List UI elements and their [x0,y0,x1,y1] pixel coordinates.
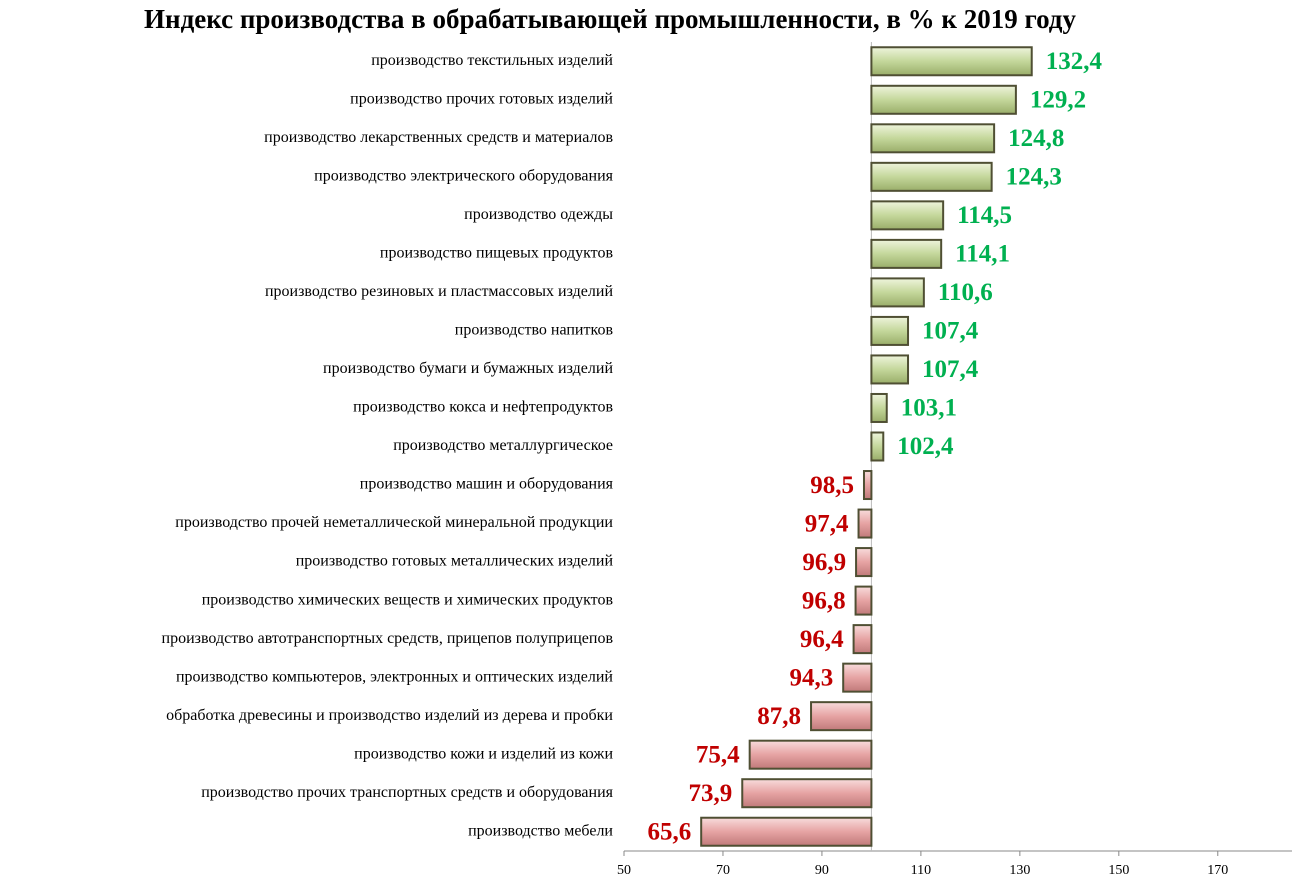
value-label: 124,8 [1008,125,1064,152]
bar [852,624,873,655]
bar [862,470,873,501]
bar [810,701,873,732]
category-label: производство текстильных изделий [371,52,613,69]
value-label: 96,9 [802,549,846,576]
category-label: производство пищевых продуктов [380,245,614,262]
value-label: 96,8 [802,587,846,614]
x-tick-label: 70 [716,863,730,878]
value-label: 124,3 [1006,164,1062,191]
category-label: производство металлургическое [393,437,613,454]
bar [870,431,885,462]
category-label: производство машин и оборудования [360,476,614,493]
category-label: производство прочих готовых изделий [350,90,613,107]
x-tick-label: 170 [1207,863,1228,878]
category-label: производство бумаги и бумажных изделий [323,360,613,377]
bar [870,277,925,308]
value-label: 75,4 [696,741,740,768]
bar [855,547,873,578]
bar [870,354,910,385]
bar [748,739,873,770]
category-label: производство лекарственных средств и мат… [264,129,613,146]
value-label: 114,5 [957,202,1012,229]
value-label: 96,4 [800,626,844,653]
value-label: 73,9 [689,780,733,807]
bar [857,508,873,539]
x-tick-label: 130 [1009,863,1030,878]
value-label: 129,2 [1030,87,1086,114]
chart-title: Индекс производства в обрабатывающей про… [144,4,1076,34]
bar [870,161,993,192]
value-label: 87,8 [757,703,801,730]
value-label: 114,1 [955,241,1010,268]
category-label: производство прочих транспортных средств… [201,784,613,801]
bar [870,123,996,154]
value-label: 65,6 [647,818,691,845]
x-tick-label: 150 [1108,863,1129,878]
bar [870,200,945,231]
bar [870,238,943,269]
bar [870,46,1033,77]
category-label: производство кокса и нефтепродуктов [353,399,613,416]
value-label: 103,1 [901,395,957,422]
category-label: производство химических веществ и химиче… [202,591,614,608]
value-label: 107,4 [922,318,979,345]
value-label: 98,5 [810,472,854,499]
value-label: 132,4 [1046,48,1103,75]
category-label: производство одежды [464,206,613,223]
value-label: 107,4 [922,356,979,383]
category-label: производство кожи и изделий из кожи [354,745,613,762]
bar [870,84,1017,115]
category-label: обработка древесины и производство издел… [166,707,613,724]
x-tick-label: 50 [617,863,631,878]
x-tick-label: 90 [815,863,829,878]
category-label: производство прочей неметаллической мине… [175,514,613,531]
bar [870,392,888,423]
bar [842,662,873,693]
value-label: 94,3 [789,664,833,691]
category-label: производство резиновых и пластмассовых и… [265,283,613,300]
bar [741,778,873,809]
category-label: производство электрического оборудования [314,168,613,185]
bar [854,585,873,616]
bar [870,315,910,346]
bar [700,816,873,847]
value-label: 110,6 [938,279,993,306]
value-label: 97,4 [805,510,849,537]
category-label: производство компьютеров, электронных и … [176,668,613,685]
category-label: производство готовых металлических издел… [296,553,614,570]
category-label: производство автотранспортных средств, п… [162,630,614,647]
x-tick-label: 110 [911,863,931,878]
category-label: производство мебели [468,822,613,839]
category-label: производство напитков [455,322,614,339]
value-label: 102,4 [897,433,954,460]
